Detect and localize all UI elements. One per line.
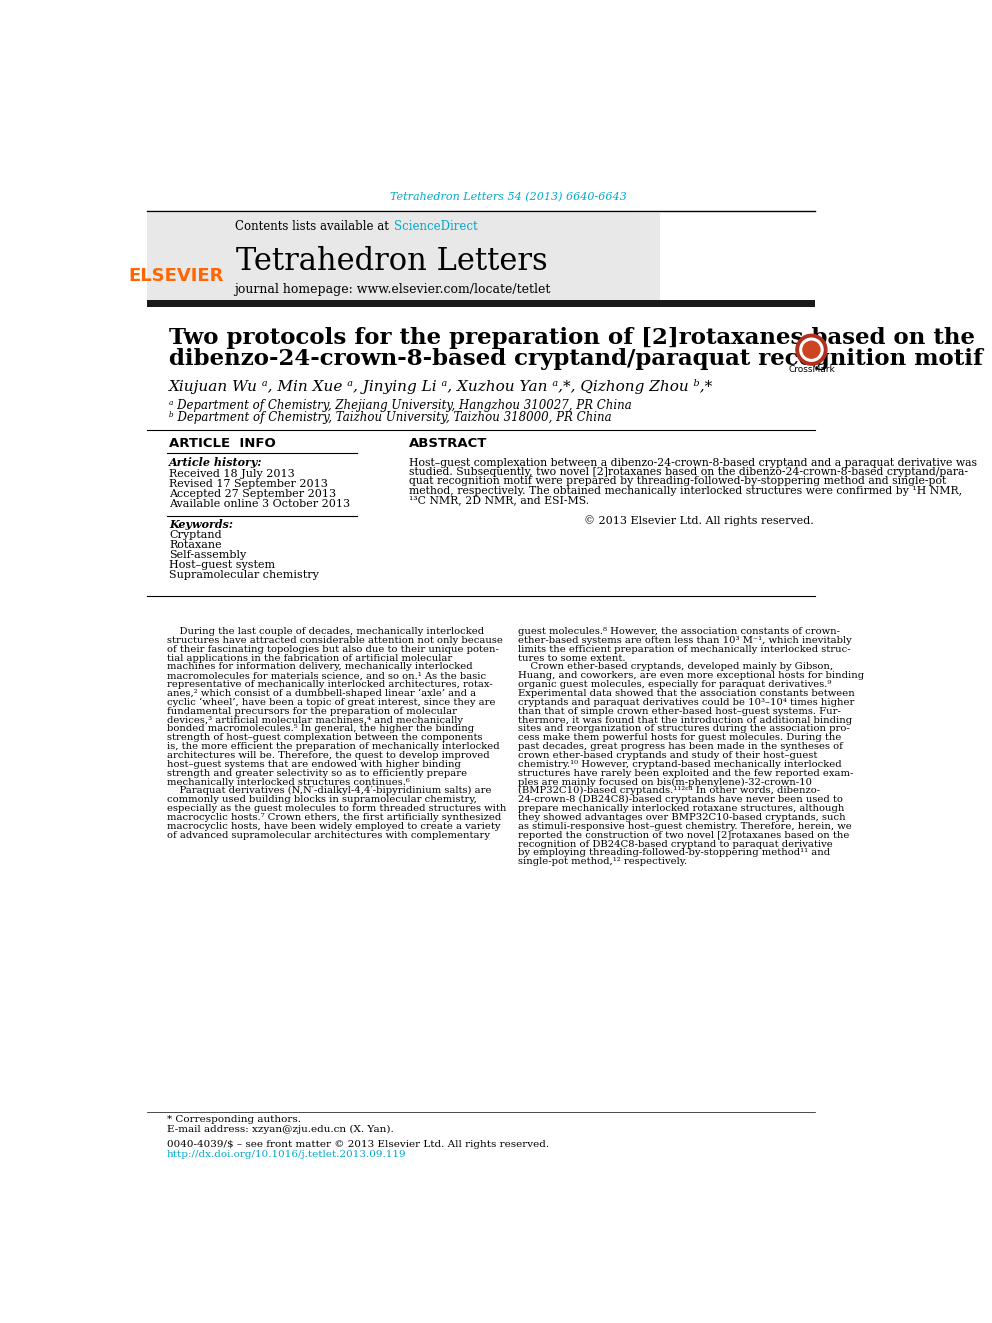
Text: ᵇ Department of Chemistry, Taizhou University, Taizhou 318000, PR China: ᵇ Department of Chemistry, Taizhou Unive… (169, 411, 612, 423)
Text: Two protocols for the preparation of [2]rotaxanes based on the: Two protocols for the preparation of [2]… (169, 327, 975, 349)
Text: devices,³ artificial molecular machines,⁴ and mechanically: devices,³ artificial molecular machines,… (167, 716, 462, 725)
Text: macrocyclic hosts.⁷ Crown ethers, the first artificially synthesized: macrocyclic hosts.⁷ Crown ethers, the fi… (167, 814, 501, 822)
Text: dibenzo-24-crown-8-based cryptand/paraquat recognition motif: dibenzo-24-crown-8-based cryptand/paraqu… (169, 348, 983, 370)
Text: Revised 17 September 2013: Revised 17 September 2013 (169, 479, 327, 488)
Text: Paraquat derivatives (N,N′-dialkyl-4,4′-bipyridinium salts) are: Paraquat derivatives (N,N′-dialkyl-4,4′-… (167, 786, 491, 795)
Circle shape (796, 335, 827, 365)
Text: ᵃ Department of Chemistry, Zhejiang University, Hangzhou 310027, PR China: ᵃ Department of Chemistry, Zhejiang Univ… (169, 398, 632, 411)
Text: structures have rarely been exploited and the few reported exam-: structures have rarely been exploited an… (518, 769, 853, 778)
Text: organic guest molecules, especially for paraquat derivatives.⁹: organic guest molecules, especially for … (518, 680, 831, 689)
Text: Self-assembly: Self-assembly (169, 550, 246, 561)
Text: Keywords:: Keywords: (169, 519, 233, 531)
Text: Article history:: Article history: (169, 458, 263, 468)
Text: * Corresponding authors.: * Corresponding authors. (167, 1115, 301, 1125)
Text: ¹³C NMR, 2D NMR, and ESI-MS.: ¹³C NMR, 2D NMR, and ESI-MS. (409, 495, 589, 505)
Text: recognition of DB24C8-based cryptand to paraquat derivative: recognition of DB24C8-based cryptand to … (518, 840, 832, 848)
Text: Crown ether-based cryptands, developed mainly by Gibson,: Crown ether-based cryptands, developed m… (518, 663, 833, 672)
Text: host–guest systems that are endowed with higher binding: host–guest systems that are endowed with… (167, 759, 460, 769)
Text: architectures will be. Therefore, the quest to develop improved: architectures will be. Therefore, the qu… (167, 751, 489, 759)
Text: ether-based systems are often less than 10³ M⁻¹, which inevitably: ether-based systems are often less than … (518, 636, 851, 644)
Text: Xiujuan Wu ᵃ, Min Xue ᵃ, Jinying Li ᵃ, Xuzhou Yan ᵃ,*, Qizhong Zhou ᵇ,*: Xiujuan Wu ᵃ, Min Xue ᵃ, Jinying Li ᵃ, X… (169, 380, 713, 394)
Text: Tetrahedron Letters 54 (2013) 6640-6643: Tetrahedron Letters 54 (2013) 6640-6643 (390, 192, 627, 202)
Text: cyclic ‘wheel’, have been a topic of great interest, since they are: cyclic ‘wheel’, have been a topic of gre… (167, 697, 495, 706)
Text: by employing threading-followed-by-stoppering method¹¹ and: by employing threading-followed-by-stopp… (518, 848, 830, 857)
Text: Available online 3 October 2013: Available online 3 October 2013 (169, 499, 350, 509)
Text: Huang, and coworkers, are even more exceptional hosts for binding: Huang, and coworkers, are even more exce… (518, 671, 864, 680)
Text: reported the construction of two novel [2]rotaxanes based on the: reported the construction of two novel [… (518, 831, 849, 840)
Text: Supramolecular chemistry: Supramolecular chemistry (169, 570, 318, 581)
Text: method, respectively. The obtained mechanically interlocked structures were conf: method, respectively. The obtained mecha… (409, 486, 962, 496)
Text: ARTICLE  INFO: ARTICLE INFO (169, 437, 276, 450)
Text: macromolecules for materials science, and so on.¹ As the basic: macromolecules for materials science, an… (167, 671, 486, 680)
Text: strength and greater selectivity so as to efficiently prepare: strength and greater selectivity so as t… (167, 769, 467, 778)
Text: of their fascinating topologies but also due to their unique poten-: of their fascinating topologies but also… (167, 644, 499, 654)
Text: quat recognition motif were prepared by threading-followed-by-stoppering method : quat recognition motif were prepared by … (409, 476, 946, 487)
Text: sites and reorganization of structures during the association pro-: sites and reorganization of structures d… (518, 725, 849, 733)
Text: anes,² which consist of a dumbbell-shaped linear ‘axle’ and a: anes,² which consist of a dumbbell-shape… (167, 689, 476, 699)
Text: http://dx.doi.org/10.1016/j.tetlet.2013.09.119: http://dx.doi.org/10.1016/j.tetlet.2013.… (167, 1150, 407, 1159)
Text: Experimental data showed that the association constants between: Experimental data showed that the associ… (518, 689, 854, 699)
Text: commonly used building blocks in supramolecular chemistry,: commonly used building blocks in supramo… (167, 795, 476, 804)
Text: limits the efficient preparation of mechanically interlocked struc-: limits the efficient preparation of mech… (518, 644, 850, 654)
Text: Tetrahedron Letters: Tetrahedron Letters (236, 246, 548, 277)
Text: journal homepage: www.elsevier.com/locate/tetlet: journal homepage: www.elsevier.com/locat… (234, 283, 551, 296)
Text: single-pot method,¹² respectively.: single-pot method,¹² respectively. (518, 857, 686, 867)
Text: past decades, great progress has been made in the syntheses of: past decades, great progress has been ma… (518, 742, 842, 751)
Text: During the last couple of decades, mechanically interlocked: During the last couple of decades, mecha… (167, 627, 484, 636)
Bar (147, 213, 661, 300)
Text: E-mail address: xzyan@zju.edu.cn (X. Yan).: E-mail address: xzyan@zju.edu.cn (X. Yan… (167, 1125, 394, 1134)
Text: cess make them powerful hosts for guest molecules. During the: cess make them powerful hosts for guest … (518, 733, 841, 742)
Bar (147, 300, 815, 307)
Text: prepare mechanically interlocked rotaxane structures, although: prepare mechanically interlocked rotaxan… (518, 804, 844, 814)
Circle shape (803, 341, 820, 359)
Text: structures have attracted considerable attention not only because: structures have attracted considerable a… (167, 636, 503, 644)
Text: ABSTRACT: ABSTRACT (409, 437, 488, 450)
Text: thermore, it was found that the introduction of additional binding: thermore, it was found that the introduc… (518, 716, 852, 725)
Text: representative of mechanically interlocked architectures, rotax-: representative of mechanically interlock… (167, 680, 492, 689)
Text: tures to some extent.: tures to some extent. (518, 654, 625, 663)
Text: guest molecules.⁸ However, the association constants of crown-: guest molecules.⁸ However, the associati… (518, 627, 839, 636)
Text: of advanced supramolecular architectures with complementary: of advanced supramolecular architectures… (167, 831, 490, 840)
Text: 0040-4039/$ – see front matter © 2013 Elsevier Ltd. All rights reserved.: 0040-4039/$ – see front matter © 2013 El… (167, 1140, 549, 1148)
Circle shape (800, 339, 823, 361)
Text: ScienceDirect: ScienceDirect (394, 220, 477, 233)
Text: ples are mainly focused on bis(m-phenylene)-32-crown-10: ples are mainly focused on bis(m-phenyle… (518, 778, 811, 787)
Text: chemistry.¹⁰ However, cryptand-based mechanically interlocked: chemistry.¹⁰ However, cryptand-based mec… (518, 759, 841, 769)
Text: machines for information delivery, mechanically interlocked: machines for information delivery, mecha… (167, 663, 472, 672)
Text: is, the more efficient the preparation of mechanically interlocked: is, the more efficient the preparation o… (167, 742, 499, 751)
Text: tial applications in the fabrication of artificial molecular: tial applications in the fabrication of … (167, 654, 452, 663)
Text: than that of simple crown ether-based host–guest systems. Fur-: than that of simple crown ether-based ho… (518, 706, 840, 716)
Text: cryptands and paraquat derivatives could be 10³–10⁴ times higher: cryptands and paraquat derivatives could… (518, 697, 854, 706)
Text: Host–guest complexation between a dibenzo-24-crown-8-based cryptand and a paraqu: Host–guest complexation between a dibenz… (409, 458, 977, 468)
Text: crown ether-based cryptands and study of their host–guest: crown ether-based cryptands and study of… (518, 751, 817, 759)
Text: Host–guest system: Host–guest system (169, 561, 275, 570)
Text: 24-crown-8 (DB24C8)-based cryptands have never been used to: 24-crown-8 (DB24C8)-based cryptands have… (518, 795, 842, 804)
Text: (BMP32C10)-based cryptands.¹¹²ᶜᵈ In other words, dibenzo-: (BMP32C10)-based cryptands.¹¹²ᶜᵈ In othe… (518, 786, 819, 795)
Text: strength of host–guest complexation between the components: strength of host–guest complexation betw… (167, 733, 482, 742)
Text: Contents lists available at: Contents lists available at (235, 220, 393, 233)
Text: bonded macromolecules.⁵ In general, the higher the binding: bonded macromolecules.⁵ In general, the … (167, 725, 474, 733)
Text: © 2013 Elsevier Ltd. All rights reserved.: © 2013 Elsevier Ltd. All rights reserved… (584, 515, 813, 527)
Text: fundamental precursors for the preparation of molecular: fundamental precursors for the preparati… (167, 706, 456, 716)
Text: Cryptand: Cryptand (169, 531, 221, 540)
Text: especially as the guest molecules to form threaded structures with: especially as the guest molecules to for… (167, 804, 506, 814)
Text: macrocyclic hosts, have been widely employed to create a variety: macrocyclic hosts, have been widely empl… (167, 822, 500, 831)
Text: Accepted 27 September 2013: Accepted 27 September 2013 (169, 488, 336, 499)
Text: CrossMark: CrossMark (788, 365, 835, 374)
Text: Received 18 July 2013: Received 18 July 2013 (169, 468, 295, 479)
Text: as stimuli-responsive host–guest chemistry. Therefore, herein, we: as stimuli-responsive host–guest chemist… (518, 822, 851, 831)
Text: they showed advantages over BMP32C10-based cryptands, such: they showed advantages over BMP32C10-bas… (518, 814, 845, 822)
Text: ELSEVIER: ELSEVIER (128, 267, 223, 284)
Text: studied. Subsequently, two novel [2]rotaxanes based on the dibenzo-24-crown-8-ba: studied. Subsequently, two novel [2]rota… (409, 467, 968, 478)
Text: mechanically interlocked structures continues.⁶: mechanically interlocked structures cont… (167, 778, 410, 787)
Text: Rotaxane: Rotaxane (169, 540, 221, 550)
